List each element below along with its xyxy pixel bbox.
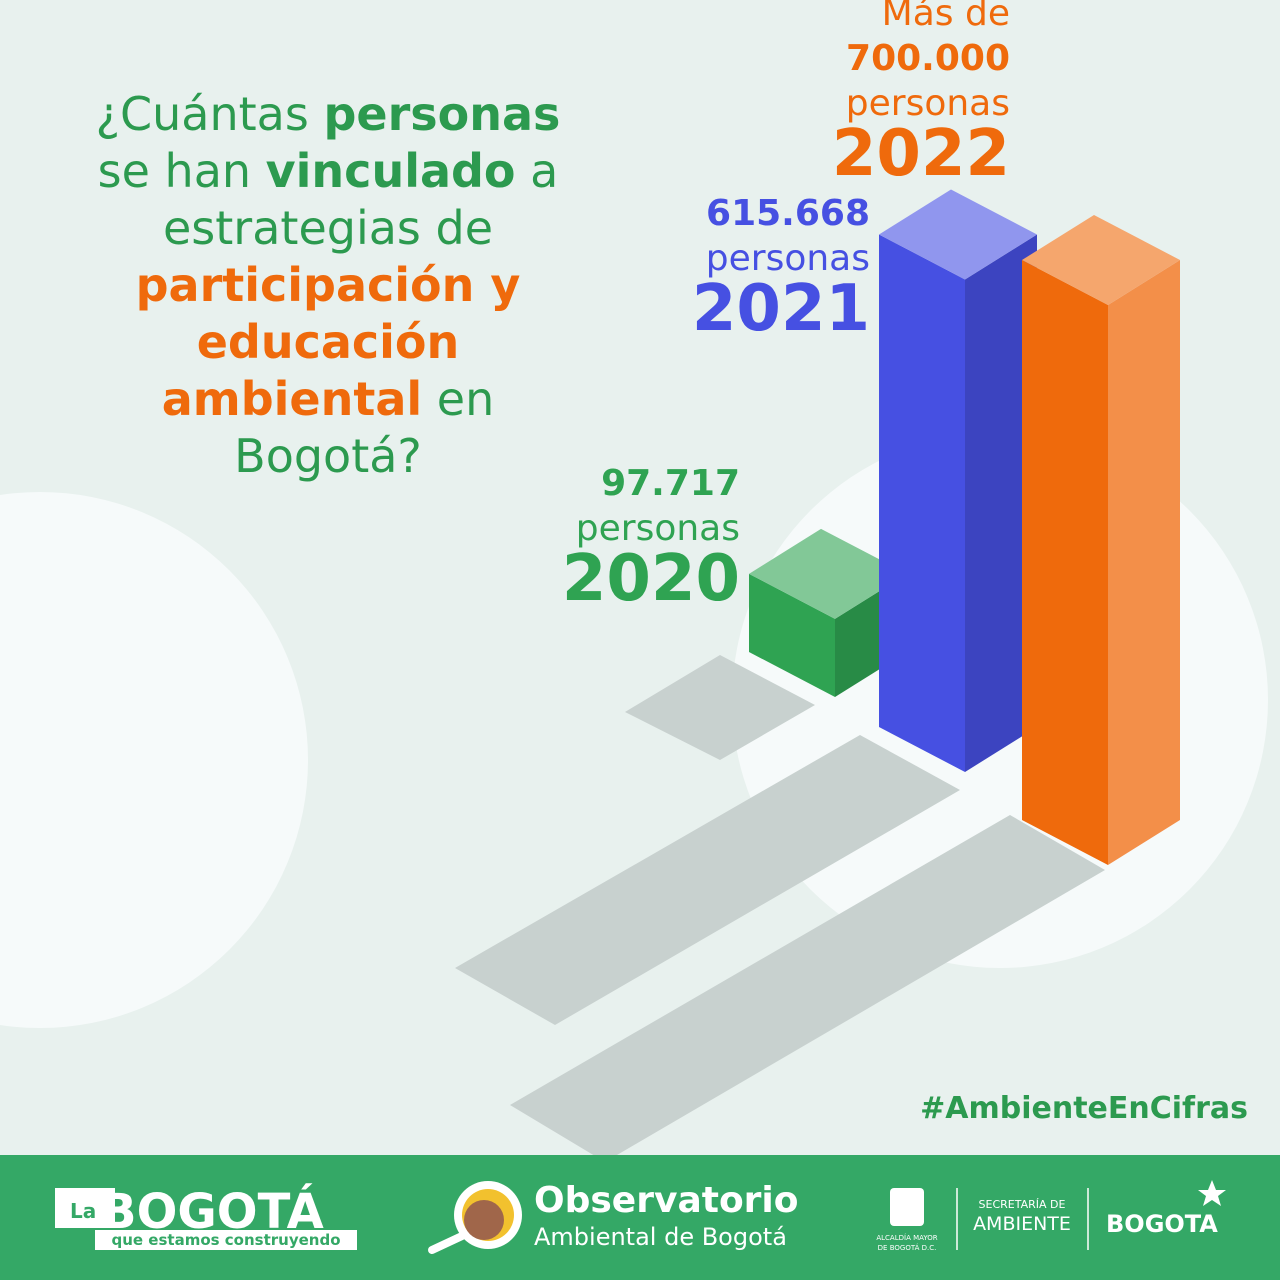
bar [879, 189, 1037, 773]
footer-band [0, 1155, 1280, 1280]
bar-top-face [1022, 215, 1180, 305]
logo-shield [890, 1188, 924, 1226]
walkway [510, 815, 1105, 1162]
title-line: estrategias de [163, 201, 493, 255]
logo-text: que estamos construyendo [111, 1231, 340, 1249]
logo-text: DE BOGOTÁ D.C. [878, 1243, 937, 1252]
logo-text: AMBIENTE [973, 1213, 1071, 1235]
logo-text: Observatorio [534, 1180, 799, 1221]
logo-star [1198, 1180, 1226, 1206]
bar-left-face [749, 573, 835, 697]
value-label: 615.668 [706, 193, 870, 234]
category-label: 2022 [832, 117, 1010, 191]
title-segment: participación y [136, 258, 521, 312]
logo-text: Ambiental de Bogotá [534, 1223, 787, 1251]
title-segment: estrategias de [163, 201, 493, 255]
logo-box [95, 1230, 357, 1250]
title-segment: personas [323, 87, 560, 141]
title-segment: se han [98, 144, 266, 198]
logo-text: ALCALDÍA MAYOR [876, 1233, 937, 1242]
unit-label: personas [576, 508, 740, 549]
title-line: participación y [136, 258, 521, 312]
title-segment: ambiental [162, 372, 422, 426]
title-line: educación [197, 315, 460, 369]
title-segment: Bogotá? [234, 429, 422, 483]
category-label: 2020 [562, 542, 740, 616]
title-line: se han vinculado a [98, 144, 559, 198]
hashtag: #AmbienteEnCifras [920, 1091, 1248, 1126]
logo-text: BOGOTA [1106, 1210, 1218, 1238]
logo-handle [428, 1232, 466, 1254]
logo-box [55, 1188, 115, 1228]
bar-left-face [879, 234, 965, 773]
walkway [625, 655, 815, 760]
title-segment: educación [197, 315, 460, 369]
title-segment: a [516, 144, 559, 198]
bar-right-face [1108, 260, 1180, 865]
logo-observatorio: Observatorio Ambiental de Bogotá [428, 1180, 799, 1254]
logo-text: SECRETARÍA DE [979, 1198, 1066, 1211]
title-segment: vinculado [266, 144, 516, 198]
annotation: Más de [882, 0, 1010, 34]
title-line: Bogotá? [234, 429, 422, 483]
logo-circle [464, 1200, 504, 1240]
title-segment: en [422, 372, 494, 426]
unit-label: personas [846, 83, 1010, 124]
title-line: ambiental en [162, 372, 495, 426]
bar-right-face [965, 234, 1037, 773]
bar [1022, 215, 1180, 865]
bar-left-face [1022, 260, 1108, 865]
walkway [455, 735, 960, 1025]
bar-top-face [749, 528, 907, 619]
unit-label: personas [706, 238, 870, 279]
logo-la-bogota: La BOGOTÁ que estamos construyendo [55, 1183, 357, 1250]
value-label: 97.717 [601, 463, 740, 504]
category-label: 2021 [692, 272, 870, 346]
title-line: ¿Cuántas personas [96, 87, 561, 141]
logo-text: La [70, 1199, 96, 1223]
decor-circle [0, 492, 308, 1028]
logo-alcaldia: ALCALDÍA MAYOR DE BOGOTÁ D.C. SECRETARÍA… [876, 1180, 1226, 1252]
title-segment: ¿Cuántas [96, 87, 324, 141]
value-label: 700.000 [846, 38, 1010, 79]
bar-top-face [879, 189, 1037, 280]
